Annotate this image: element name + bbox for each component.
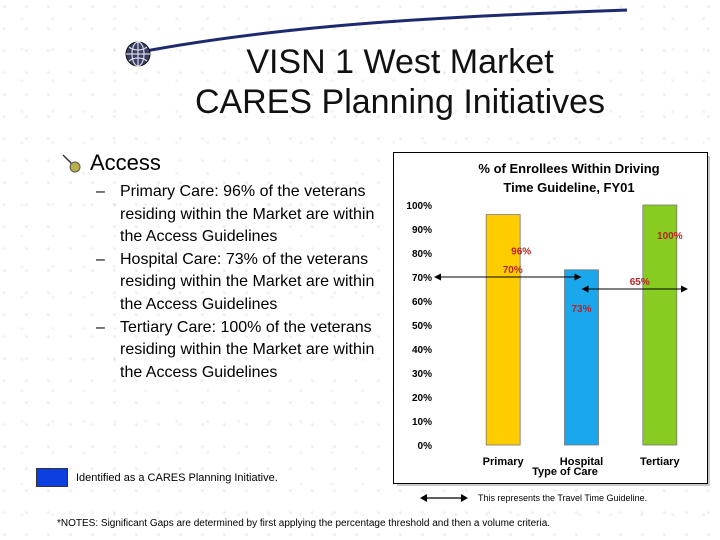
- y-tick-label: 90%: [412, 225, 432, 236]
- y-tick-label: 100%: [406, 201, 432, 212]
- title-swoosh-decoration: [139, 8, 628, 54]
- bar-tertiary: [642, 204, 678, 446]
- chart-title-line-2: Time Guideline, FY01: [503, 180, 634, 195]
- bars: 96% 73% 100%: [485, 204, 683, 446]
- y-axis: 0% 10% 20% 30% 40% 50% 60% 70% 80% 90% 100%: [406, 201, 432, 452]
- y-tick-label: 80%: [412, 249, 432, 260]
- guideline-label: 65%: [630, 277, 650, 288]
- x-axis-title: Type of Care: [532, 466, 598, 478]
- y-tick-label: 50%: [412, 321, 432, 332]
- access-heading: Access: [90, 150, 161, 175]
- legend-color-box: [36, 468, 68, 487]
- guideline-arrowhead: [434, 273, 441, 281]
- y-tick-label: 40%: [412, 345, 432, 356]
- guideline-arrowhead: [681, 285, 688, 293]
- chart-title-line-1: % of Enrollees Within Driving: [478, 161, 659, 176]
- sub-item-text: Hospital Care: 73% of the veterans resid…: [120, 250, 375, 313]
- x-tick-label: Primary: [483, 456, 525, 468]
- travel-time-text: This represents the Travel Time Guidelin…: [478, 493, 648, 503]
- y-tick-label: 70%: [412, 273, 432, 284]
- bar-chart: % of Enrollees Within Driving Time Guide…: [406, 161, 688, 478]
- globe-icon: [125, 41, 151, 67]
- sub-item-tertiary: – Tertiary Care: 100% of the veterans re…: [94, 317, 384, 385]
- access-sub-list: – Primary Care: 96% of the veterans resi…: [94, 181, 384, 384]
- sub-item-hospital: – Hospital Care: 73% of the veterans res…: [94, 249, 384, 317]
- y-tick-label: 0%: [418, 441, 433, 452]
- footnote: *NOTES: Significant Gaps are determined …: [57, 518, 551, 529]
- bar-hospital: [564, 269, 599, 446]
- sub-item-dash: –: [96, 183, 105, 200]
- bullet-marker-icon: [62, 154, 81, 173]
- sub-item-text: Primary Care: 96% of the veterans residi…: [120, 183, 375, 246]
- y-tick-label: 20%: [412, 393, 432, 404]
- data-label-primary: 96%: [511, 247, 531, 258]
- x-tick-label: Tertiary: [640, 456, 680, 468]
- data-label-hospital: 73%: [571, 304, 591, 315]
- y-tick-label: 60%: [412, 297, 432, 308]
- guideline-arrowhead: [574, 273, 582, 281]
- x-axis-labels: Primary Hospital Tertiary: [483, 456, 681, 468]
- double-arrow-icon: [420, 494, 468, 502]
- legend-text: Identified as a CARES Planning Initiativ…: [76, 471, 278, 484]
- travel-time-legend: This represents the Travel Time Guidelin…: [420, 493, 647, 503]
- sub-item-dash: –: [96, 318, 105, 336]
- chart-panel: % of Enrollees Within Driving Time Guide…: [393, 152, 708, 484]
- x-tick-label: Hospital: [560, 456, 603, 468]
- guideline-label: 70%: [503, 265, 523, 276]
- slide-title: VISN 1 West Market CARES Planning Initia…: [150, 42, 650, 122]
- slide-title-line-2: CARES Planning Initiatives: [194, 83, 606, 121]
- guideline-arrowhead: [581, 285, 589, 293]
- sub-item-primary: – Primary Care: 96% of the veterans resi…: [94, 181, 384, 249]
- sub-item-dash: –: [96, 250, 105, 268]
- data-label-tertiary: 100%: [657, 231, 683, 242]
- guidelines: 70% 65%: [434, 265, 688, 293]
- sub-item-text: Tertiary Care: 100% of the veterans resi…: [120, 318, 375, 381]
- bar-primary: [485, 214, 521, 446]
- planning-initiative-legend: Identified as a CARES Planning Initiativ…: [36, 468, 278, 487]
- slide-title-line-1: VISN 1 West Market: [246, 43, 554, 81]
- y-tick-label: 30%: [412, 369, 432, 380]
- access-bullet: Access: [60, 150, 161, 176]
- y-tick-label: 10%: [412, 417, 432, 428]
